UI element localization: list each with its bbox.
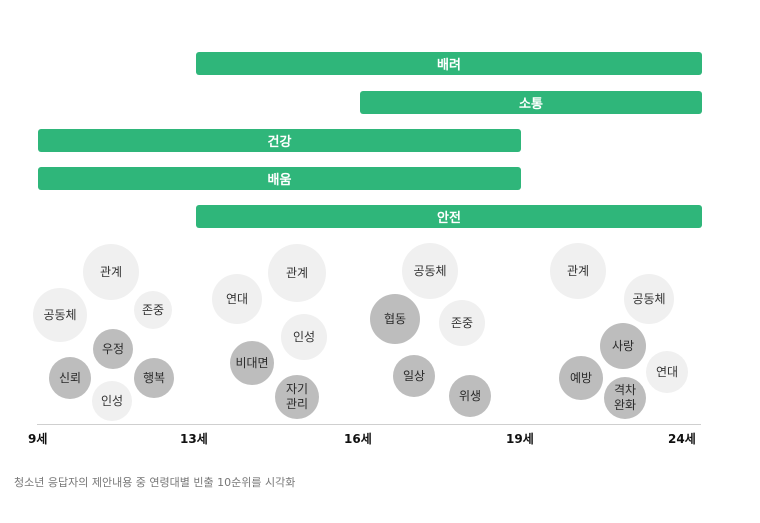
tick-9: 9세 bbox=[28, 432, 48, 446]
bubble-g4-sarang: 사랑 bbox=[600, 323, 646, 369]
bubble-g2-gwangye: 관계 bbox=[268, 244, 326, 302]
bubble-g4-gongdongche: 공동체 bbox=[624, 274, 674, 324]
bar-baeum: 배움 bbox=[38, 167, 521, 190]
bubble-g1-gongdongche: 공동체 bbox=[33, 288, 87, 342]
bubble-g1-ujeong: 우정 bbox=[93, 329, 133, 369]
bubble-g4-gwangye: 관계 bbox=[550, 243, 606, 299]
bubble-g2-inseong: 인성 bbox=[281, 314, 327, 360]
bubble-g3-hyeopdong: 협동 bbox=[370, 294, 420, 344]
bubble-g4-yebang: 예방 bbox=[559, 356, 603, 400]
tick-19: 19세 bbox=[506, 432, 534, 446]
axis-line bbox=[37, 424, 701, 425]
bubble-g3-wisaeng: 위생 bbox=[449, 375, 491, 417]
bubble-g3-ilsang: 일상 bbox=[393, 355, 435, 397]
bubble-g4-gyeokchawanhwa: 격차 완화 bbox=[604, 377, 646, 419]
bar-anjeon: 안전 bbox=[196, 205, 702, 228]
bar-geongang: 건강 bbox=[38, 129, 521, 152]
figure-caption: 청소년 응답자의 제안내용 중 연령대별 빈출 10순위를 시각화 bbox=[14, 476, 296, 489]
tick-16: 16세 bbox=[344, 432, 372, 446]
bubble-g4-yeondae: 연대 bbox=[646, 351, 688, 393]
bar-baeryeo: 배려 bbox=[196, 52, 702, 75]
bubble-g1-sinroe: 신뢰 bbox=[49, 357, 91, 399]
bubble-g2-yeondae: 연대 bbox=[212, 274, 262, 324]
tick-24: 24세 bbox=[668, 432, 696, 446]
bar-sotong: 소통 bbox=[360, 91, 702, 114]
bubble-g1-inseong: 인성 bbox=[92, 381, 132, 421]
bubble-g1-jonjung: 존중 bbox=[134, 291, 172, 329]
bubble-g3-jonjung: 존중 bbox=[439, 300, 485, 346]
bubble-g2-jagigwalli: 자기 관리 bbox=[275, 375, 319, 419]
bubble-g1-haengbok: 행복 bbox=[134, 358, 174, 398]
tick-13: 13세 bbox=[180, 432, 208, 446]
bubble-g3-gongdongche: 공동체 bbox=[402, 243, 458, 299]
bubble-g1-gwangye: 관계 bbox=[83, 244, 139, 300]
bubble-g2-bidaemyeon: 비대면 bbox=[230, 341, 274, 385]
